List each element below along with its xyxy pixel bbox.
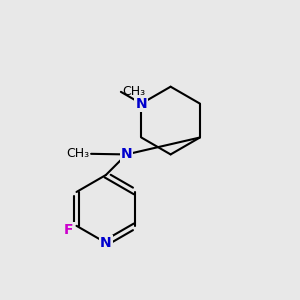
Text: N: N <box>136 97 147 111</box>
Text: F: F <box>64 223 74 237</box>
Text: N: N <box>100 236 112 250</box>
Text: CH₃: CH₃ <box>67 147 90 160</box>
Text: CH₃: CH₃ <box>122 85 146 98</box>
Text: N: N <box>121 147 132 161</box>
